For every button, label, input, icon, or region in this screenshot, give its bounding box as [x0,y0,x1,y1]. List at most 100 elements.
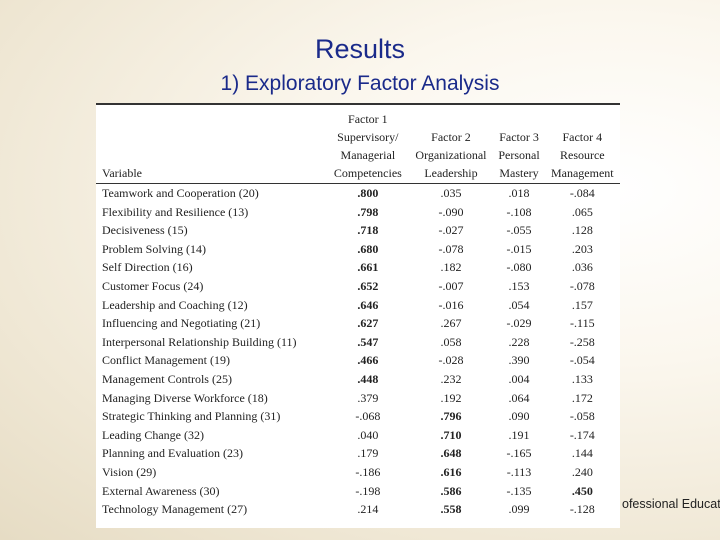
variable-cell: Self Direction (16) [102,260,193,275]
factor-1-loading-cell: .718 [357,223,379,238]
table-row: Vision (29) -.186 .616 -.113 .240 [96,463,620,482]
table-row: Teamwork and Cooperation (20) .800 .035 .01… [96,184,620,203]
factor-1-loading-cell: -.186 [355,464,381,479]
factor-4-loading-cell: .240 [571,464,593,479]
table-row: Managing Diverse Workforce (18) .379 .192.… [96,389,620,408]
table-row: Management Controls (25) .448 .232 .004 .133 [96,370,620,389]
factor-4-loading-cell: -.258 [569,334,595,349]
variable-cell: Strategic Thinking and Planning (31) [102,409,281,424]
table-header-row: Variable Factor 1 Supervisory/ Manageria… [96,110,620,184]
factor-1-loading-cell: .448 [357,371,379,386]
factor-2-loading-cell: -.028 [438,353,464,368]
factor-1-loading-cell: .214 [357,502,379,517]
table-row: Decisiveness (15) .718 -.027 -.055 .128 [96,221,620,240]
factor-3-loading-cell: .054 [508,297,530,312]
factor-4-header-line2: Factor 4 [562,130,603,144]
factor-3-loading-cell: -.080 [506,260,532,275]
factor-2-loading-cell: -.007 [438,278,464,293]
factor-2-loading-cell: .182 [440,260,462,275]
variable-cell: Conflict Management (19) [102,353,230,368]
table-row: External Awareness (30) -.198 .586 -.135 .45… [96,482,620,501]
factor-1-loading-cell: .652 [357,278,379,293]
variable-cell: Leadership and Coaching (12) [102,297,248,312]
factor-1-header: Factor 1 Supervisory/ Managerial Compete… [327,110,409,184]
factor-2-header: Factor 2 Organizational Leadership [408,110,494,184]
factor-4-loading-cell: -.174 [569,427,595,442]
variable-cell: External Awareness (30) [102,483,220,498]
variable-cell: Customer Focus (24) [102,278,204,293]
factor-2-loading-cell: .558 [440,502,462,517]
table-row: Flexibility and Resilience (13) .798 -.090… [96,203,620,222]
factor-1-loading-cell: .040 [357,427,379,442]
factor-4-loading-cell: -.084 [569,186,595,200]
factor-2-loading-cell: -.090 [438,204,464,219]
factor-1-loading-cell: .547 [357,334,379,349]
factor-3-loading-cell: -.108 [506,204,532,219]
factor-1-loading-cell: .379 [357,390,379,405]
factor-3-loading-cell: -.055 [506,223,532,238]
table-row: Technology Management (27) .214 .558 .099 -.… [96,500,620,519]
slide-subtitle: 1) Exploratory Factor Analysis [220,72,500,95]
factor-4-loading-cell: .036 [571,260,593,275]
factor-4-loading-cell: -.128 [569,502,595,517]
factor-4-loading-cell: .065 [571,204,593,219]
factor-3-loading-cell: .228 [508,334,530,349]
table-row: Conflict Management (19) .466 -.028 .390 -.0… [96,351,620,370]
factor-3-header-line3: Personal [498,148,540,162]
factor-2-loading-cell: .192 [440,390,462,405]
factor-4-header: Factor 4 Resource Management [544,110,620,184]
factor-2-loading-cell: .710 [440,427,462,442]
factor-2-header-line4: Leadership [424,166,478,180]
factor-4-loading-cell: .133 [571,371,593,386]
factor-2-loading-cell: .586 [440,483,462,498]
factor-3-loading-cell: -.113 [506,464,532,479]
table-row: Influencing and Negotiating (21) .627 .267… [96,314,620,333]
factor-2-header-line2: Factor 2 [431,130,471,144]
factor-3-loading-cell: .064 [508,390,530,405]
factor-1-header-line2: Supervisory/ [337,130,399,144]
table-row: Customer Focus (24) .652 -.007 .153 -.078 [96,277,620,296]
factor-4-loading-cell: .128 [571,223,593,238]
factor-3-loading-cell: .390 [508,353,530,368]
factor-4-loading-cell: .450 [571,483,593,498]
factor-2-loading-cell: .058 [440,334,462,349]
variable-cell: Problem Solving (14) [102,241,206,256]
table-row: Self Direction (16) .661 .182 -.080 .036 [96,258,620,277]
factor-3-loading-cell: .018 [508,186,530,200]
variable-cell: Management Controls (25) [102,371,232,386]
factor-4-loading-cell: .157 [571,297,593,312]
factor-1-loading-cell: .680 [357,241,379,256]
factor-1-loading-cell: -.068 [355,409,381,424]
factor-4-loading-cell: -.115 [570,316,595,331]
factor-2-loading-cell: .267 [440,316,462,331]
variable-cell: Decisiveness (15) [102,223,188,238]
factor-4-header-line3: Resource [559,148,605,162]
factor-2-loading-cell: .035 [440,186,462,200]
table-row: Planning and Evaluation (23) .179 .648 -.16… [96,444,620,463]
factor-loadings-table: Variable Factor 1 Supervisory/ Manageria… [96,103,620,519]
factor-1-loading-cell: .646 [357,297,379,312]
factor-1-loading-cell: .179 [357,446,379,461]
slide-title: Results [314,34,406,64]
variable-cell: Interpersonal Relationship Building (11) [102,334,297,349]
factor-1-loading-cell: -.198 [355,483,381,498]
factor-4-loading-cell: .172 [571,390,593,405]
factor-3-loading-cell: .099 [508,502,530,517]
table-row: Problem Solving (14) .680 -.078 -.015 .203 [96,240,620,259]
factor-2-loading-cell: .232 [440,371,462,386]
variable-cell: Teamwork and Cooperation (20) [102,186,259,200]
factor-2-loading-cell: -.016 [438,297,464,312]
factor-1-loading-cell: .800 [357,186,379,200]
table-row: Strategic Thinking and Planning (31) -.06… [96,407,620,426]
table-row: Interpersonal Relationship Building (11)… [96,333,620,352]
factor-4-loading-cell: -.078 [569,278,595,293]
factor-3-loading-cell: .090 [508,409,530,424]
variable-cell: Technology Management (27) [102,502,248,517]
factor-3-header-line2: Factor 3 [499,130,539,144]
factor-1-header-line3: Managerial [340,148,396,162]
variable-cell: Vision (29) [102,464,157,479]
factor-4-loading-cell: .203 [571,241,593,256]
factor-4-loading-cell: -.054 [569,353,595,368]
factor-3-loading-cell: -.015 [506,241,532,256]
watermark-text: ofessional Education [622,497,720,511]
